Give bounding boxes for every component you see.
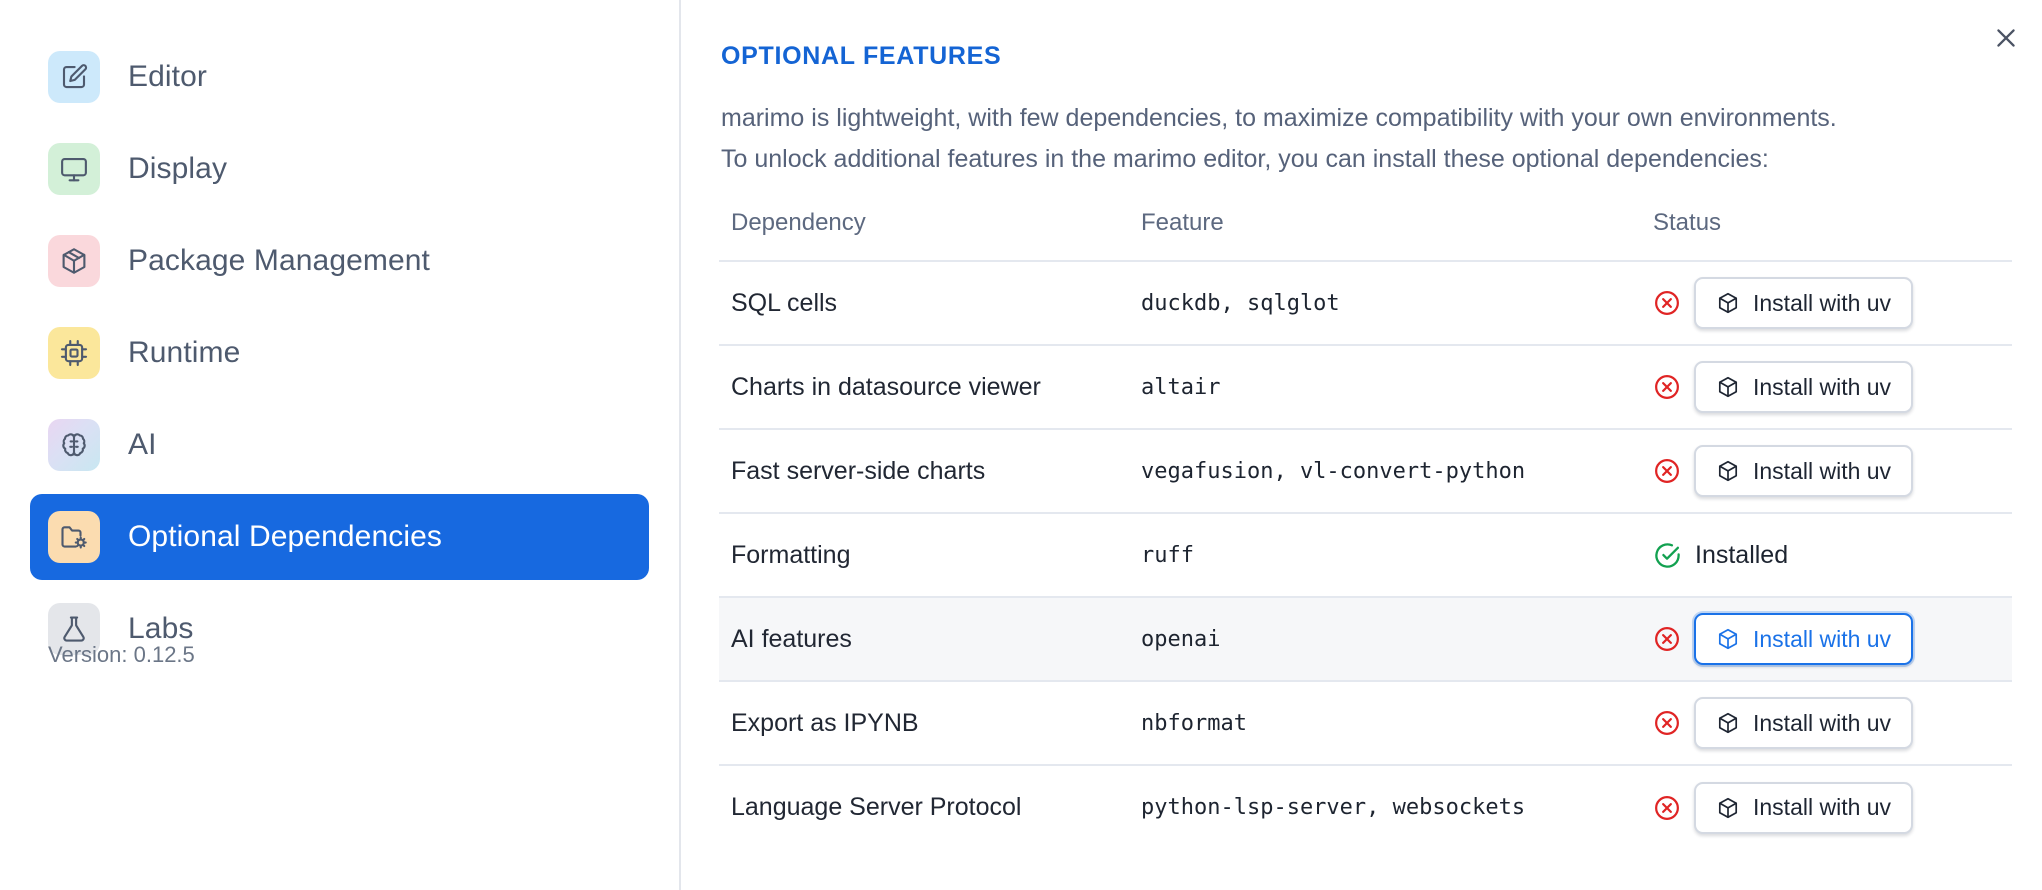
circle-x-icon: [1655, 711, 1679, 735]
table-row: Language Server Protocol python-lsp-serve…: [719, 765, 2012, 849]
cell-status: Install with uv: [1641, 681, 2012, 766]
install-with-uv-button[interactable]: Install with uv: [1694, 613, 1914, 665]
sidebar-item-labs[interactable]: Labs: [30, 586, 649, 672]
table-row: Fast server-side charts vegafusion, vl-co…: [719, 429, 2012, 514]
cell-feature: duckdb, sqlglot: [1129, 261, 1641, 346]
install-button-label: Install with uv: [1753, 794, 1892, 820]
circle-x-icon: [1655, 375, 1679, 399]
sidebar-item-label: Optional Dependencies: [128, 520, 442, 553]
optional-features-panel: OPTIONAL FEATURES marimo is lightweight,…: [681, 0, 2042, 890]
cell-status: Installed: [1641, 513, 2012, 598]
column-header-status: Status: [1641, 209, 2012, 262]
table-row: AI features openai Install with uv: [719, 597, 2012, 682]
circle-x-icon: [1655, 627, 1679, 651]
panel-description: marimo is lightweight, with few dependen…: [721, 98, 1992, 180]
package-box-icon: [1718, 292, 1738, 314]
column-header-feature: Feature: [1129, 209, 1641, 262]
cpu-chip-icon: [48, 327, 100, 379]
table-header-row: Dependency Feature Status: [719, 209, 2012, 262]
sidebar-item-label: Editor: [128, 60, 207, 93]
cell-dependency: Charts in datasource viewer: [719, 345, 1129, 430]
dependencies-table: Dependency Feature Status SQL cells duckd…: [719, 209, 2012, 849]
cell-dependency: Fast server-side charts: [719, 429, 1129, 514]
sidebar-item-ai[interactable]: AI: [30, 402, 649, 488]
cell-feature: ruff: [1129, 513, 1641, 598]
cell-dependency: Export as IPYNB: [719, 681, 1129, 766]
status-wrapper: Install with uv: [1653, 277, 2012, 329]
install-with-uv-button[interactable]: Install with uv: [1694, 277, 1914, 329]
install-button-label: Install with uv: [1753, 373, 1892, 400]
status-wrapper: Install with uv: [1653, 781, 2012, 834]
package-box-icon: [1718, 712, 1738, 734]
circle-x-icon: [1655, 291, 1679, 315]
cell-feature: nbformat: [1129, 681, 1641, 766]
page-title: OPTIONAL FEATURES: [721, 42, 1002, 70]
circle-check-icon: [1655, 542, 1680, 568]
cell-status: Install with uv: [1641, 345, 2012, 430]
table-row: Export as IPYNB nbformat Install with uv: [719, 681, 2012, 766]
package-box-icon: [1718, 460, 1738, 482]
install-button-label: Install with uv: [1753, 709, 1892, 736]
cell-status: Install with uv: [1641, 597, 2012, 682]
status-wrapper: Install with uv: [1653, 445, 2012, 497]
sidebar-item-display[interactable]: Display: [30, 126, 649, 212]
status-wrapper: Install with uv: [1653, 697, 2012, 749]
sidebar-item-label: AI: [128, 428, 157, 461]
status-badge: Installed: [1695, 540, 1789, 569]
sidebar-item-package-management[interactable]: Package Management: [30, 218, 649, 304]
install-with-uv-button[interactable]: Install with uv: [1694, 697, 1914, 749]
close-icon[interactable]: [1984, 16, 2028, 60]
package-box-icon: [1718, 797, 1738, 818]
table-row: SQL cells duckdb, sqlglot Install with uv: [719, 261, 2012, 346]
version-label: Version: 0.12.5: [48, 642, 195, 667]
sidebar-item-label: Display: [128, 152, 228, 185]
table-row: Charts in datasource viewer altair Install…: [719, 345, 2012, 430]
sidebar-item-runtime[interactable]: Runtime: [30, 310, 649, 396]
install-button-label: Install with uv: [1753, 625, 1892, 652]
install-with-uv-button[interactable]: Install with uv: [1694, 781, 1914, 834]
description-line-1: marimo is lightweight, with few dependen…: [721, 104, 1837, 132]
install-with-uv-button[interactable]: Install with uv: [1694, 361, 1914, 413]
cell-dependency: AI features: [719, 597, 1129, 682]
cell-dependency: SQL cells: [719, 261, 1129, 346]
monitor-icon: [48, 143, 100, 195]
cell-status: Install with uv: [1641, 765, 2012, 849]
install-with-uv-button[interactable]: Install with uv: [1694, 445, 1914, 497]
cell-feature: altair: [1129, 345, 1641, 430]
install-button-label: Install with uv: [1753, 289, 1892, 316]
table-header: Dependency Feature Status: [719, 209, 2012, 262]
sidebar-item-label: Package Management: [128, 244, 430, 277]
package-box-icon: [1718, 628, 1738, 650]
sidebar-item-label: Labs: [128, 612, 194, 645]
cell-status: Install with uv: [1641, 429, 2012, 514]
cell-feature: vegafusion, vl-convert-python: [1129, 429, 1641, 514]
cell-dependency: Language Server Protocol: [731, 793, 1022, 821]
brain-icon: [48, 419, 100, 471]
sidebar-item-editor[interactable]: Editor: [30, 34, 649, 120]
cell-feature: python-lsp-server, websockets: [1141, 795, 1526, 820]
table-body: SQL cells duckdb, sqlglot Install with uv C…: [719, 261, 2012, 849]
settings-sidebar: Editor Display Package Management Runtime AI…: [0, 0, 681, 890]
table-row: Formatting ruff Installed: [719, 513, 2012, 598]
cell-status: Install with uv: [1641, 261, 2012, 346]
package-icon: [48, 235, 100, 287]
sidebar-nav: Editor Display Package Management Runtime AI…: [30, 34, 649, 672]
circle-x-icon: [1655, 459, 1679, 483]
sidebar-item-optional-dependencies[interactable]: Optional Dependencies: [30, 494, 649, 580]
cell-dependency: Formatting: [719, 513, 1129, 598]
install-button-label: Install with uv: [1753, 457, 1892, 484]
pencil-square-icon: [48, 51, 100, 103]
folder-cog-icon: [48, 511, 100, 563]
package-box-icon: [1718, 376, 1738, 398]
circle-x-icon: [1655, 795, 1679, 820]
status-wrapper: Install with uv: [1653, 361, 2012, 413]
status-wrapper: Installed: [1653, 541, 2012, 570]
flask-icon: [48, 603, 100, 655]
description-line-2: To unlock additional features in the mar…: [721, 145, 1769, 173]
cell-feature: openai: [1129, 597, 1641, 682]
sidebar-item-label: Runtime: [128, 336, 241, 369]
column-header-dependency: Dependency: [719, 209, 1129, 262]
status-wrapper: Install with uv: [1653, 613, 2012, 665]
